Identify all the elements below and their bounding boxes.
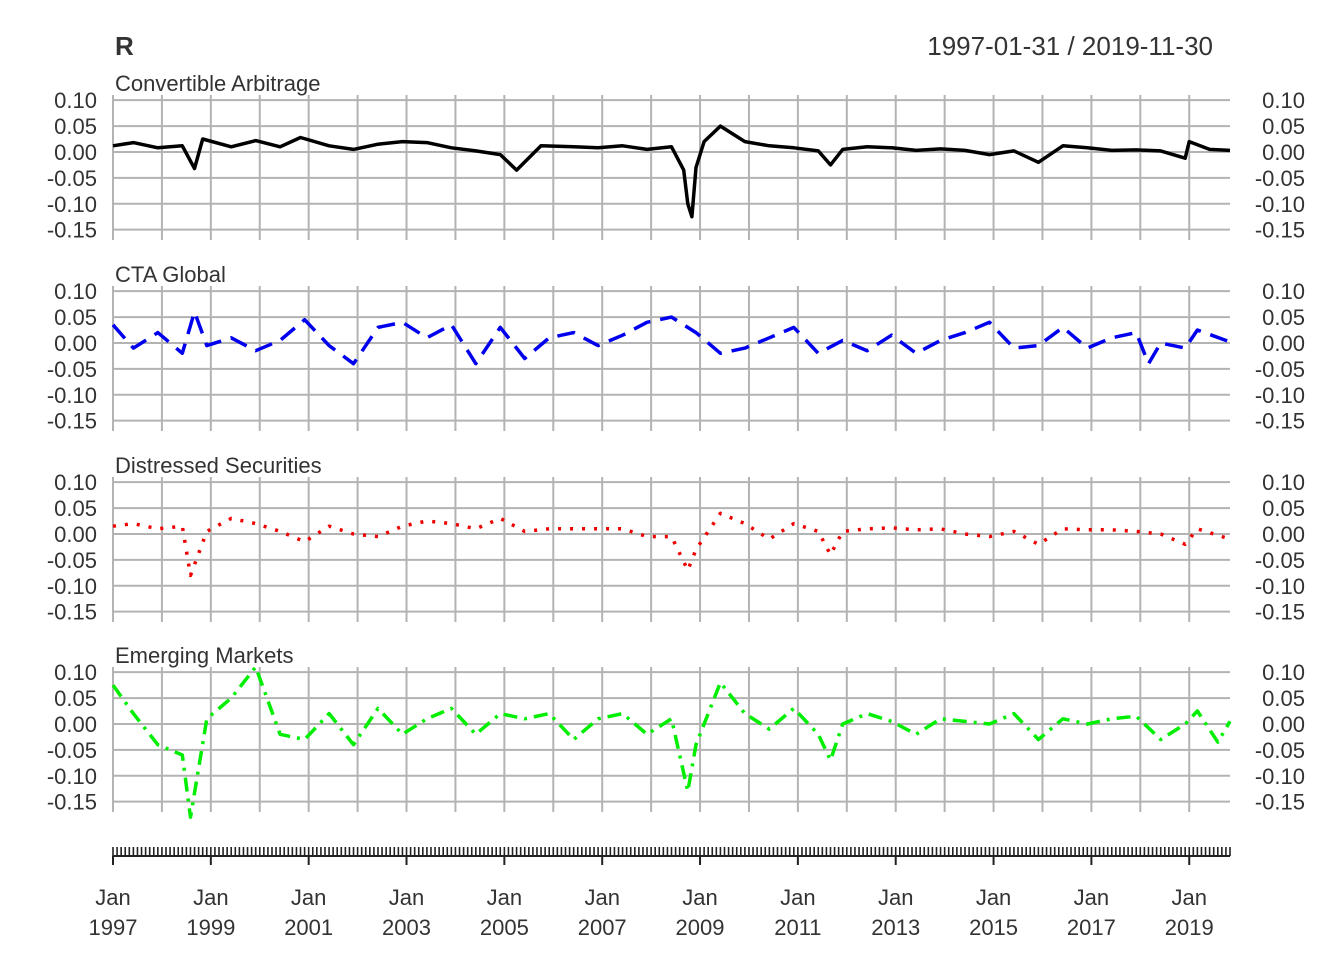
chart-title: R — [115, 31, 134, 61]
xtick-month: Jan — [1074, 885, 1109, 910]
ytick-right: 0.05 — [1262, 496, 1305, 521]
xtick-month: Jan — [193, 885, 228, 910]
panel-title-2: Distressed Securities — [115, 453, 322, 478]
series-line-2 — [112, 511, 1231, 578]
ytick-right: -0.15 — [1255, 600, 1305, 625]
ytick-left: 0.00 — [54, 140, 97, 165]
ytick-right: -0.10 — [1255, 192, 1305, 217]
ytick-left: -0.05 — [47, 166, 97, 191]
ytick-right: 0.10 — [1262, 88, 1305, 113]
ytick-left: -0.10 — [47, 764, 97, 789]
ytick-left: 0.10 — [54, 279, 97, 304]
ytick-right: -0.15 — [1255, 218, 1305, 243]
ytick-left: 0.05 — [54, 686, 97, 711]
date-range-label: 1997-01-31 / 2019-11-30 — [927, 31, 1213, 61]
ytick-left: -0.05 — [47, 357, 97, 382]
ytick-right: 0.05 — [1262, 305, 1305, 330]
xtick-month: Jan — [976, 885, 1011, 910]
ytick-right: 0.00 — [1262, 522, 1305, 547]
panel-title-1: CTA Global — [115, 262, 226, 287]
series-line-3 — [111, 665, 1232, 819]
ytick-right: -0.10 — [1255, 383, 1305, 408]
ytick-right: 0.00 — [1262, 140, 1305, 165]
ytick-right: -0.15 — [1255, 409, 1305, 434]
ytick-right: -0.05 — [1255, 357, 1305, 382]
ytick-right: -0.05 — [1255, 548, 1305, 573]
ytick-left: -0.05 — [47, 548, 97, 573]
xtick-year: 2007 — [578, 915, 627, 940]
xtick-year: 2001 — [284, 915, 333, 940]
series-line-1 — [111, 310, 1231, 366]
ytick-left: 0.00 — [54, 712, 97, 737]
xtick-year: 2011 — [774, 915, 821, 940]
xtick-year: 2017 — [1067, 915, 1116, 940]
ytick-left: -0.10 — [47, 383, 97, 408]
ytick-right: -0.15 — [1255, 790, 1305, 815]
xtick-month: Jan — [291, 885, 326, 910]
ytick-left: -0.10 — [47, 192, 97, 217]
ytick-right: -0.05 — [1255, 166, 1305, 191]
xtick-year: 2009 — [676, 915, 725, 940]
ytick-right: 0.00 — [1262, 712, 1305, 737]
x-axis: Jan 1997 Jan 1999 Jan 2001 Jan 2003 Jan 2005 Jan 20… — [89, 847, 1231, 940]
panel-title-3: Emerging Markets — [115, 643, 294, 668]
xtick-year: 1997 — [89, 915, 138, 940]
xtick-year: 2013 — [871, 915, 920, 940]
xtick-month: Jan — [878, 885, 913, 910]
xtick-year: 2019 — [1165, 915, 1214, 940]
xtick-year: 1999 — [186, 915, 235, 940]
ytick-left: 0.05 — [54, 305, 97, 330]
ytick-right: -0.10 — [1255, 764, 1305, 789]
xtick-month: Jan — [487, 885, 522, 910]
ytick-left: 0.00 — [54, 522, 97, 547]
ytick-left: 0.00 — [54, 331, 97, 356]
ytick-right: 0.00 — [1262, 331, 1305, 356]
xtick-year: 2015 — [969, 915, 1018, 940]
xtick-month: Jan — [682, 885, 717, 910]
ytick-left: -0.15 — [47, 218, 97, 243]
ytick-left: 0.10 — [54, 660, 97, 685]
ytick-right: 0.05 — [1262, 686, 1305, 711]
ytick-left: -0.05 — [47, 738, 97, 763]
ytick-right: -0.10 — [1255, 574, 1305, 599]
ytick-left: 0.05 — [54, 114, 97, 139]
xtick-year: 2005 — [480, 915, 529, 940]
ytick-left: 0.10 — [54, 88, 97, 113]
ytick-left: -0.15 — [47, 790, 97, 815]
ytick-left: 0.10 — [54, 470, 97, 495]
xtick-month: Jan — [389, 885, 424, 910]
ytick-left: -0.15 — [47, 409, 97, 434]
panel-title-0: Convertible Arbitrage — [115, 71, 320, 96]
series-line-0 — [112, 124, 1231, 219]
ytick-right: 0.10 — [1262, 660, 1305, 685]
xtick-month: Jan — [95, 885, 130, 910]
ytick-right: 0.05 — [1262, 114, 1305, 139]
ytick-left: -0.10 — [47, 574, 97, 599]
xtick-year: 2003 — [382, 915, 431, 940]
xtick-month: Jan — [1171, 885, 1206, 910]
ytick-right: -0.05 — [1255, 738, 1305, 763]
ytick-left: -0.15 — [47, 600, 97, 625]
xtick-month: Jan — [780, 885, 815, 910]
ytick-left: 0.05 — [54, 496, 97, 521]
xtick-month: Jan — [584, 885, 619, 910]
ytick-right: 0.10 — [1262, 279, 1305, 304]
ytick-right: 0.10 — [1262, 470, 1305, 495]
